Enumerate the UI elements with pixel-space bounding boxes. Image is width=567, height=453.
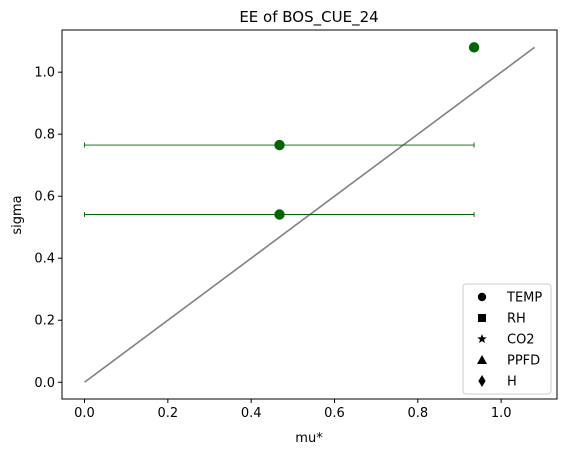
y-tick-label: 0.8 — [34, 128, 55, 143]
legend-marker-diamond — [478, 375, 486, 387]
y-axis: 0.0 0.2 0.4 0.6 0.8 1.0 — [34, 66, 62, 391]
legend-marker-square — [478, 314, 486, 322]
y-tick-label: 0.4 — [34, 252, 55, 267]
x-tick-label: 0.2 — [157, 406, 178, 421]
legend-marker-star — [477, 334, 487, 344]
x-tick-label: 1.0 — [491, 406, 512, 421]
y-tick-label: 0.2 — [34, 314, 55, 329]
legend: TEMP RH CO2 PPFD H — [462, 283, 552, 395]
legend-label: CO2 — [507, 333, 535, 348]
x-tick-label: 0.6 — [324, 406, 345, 421]
data-point — [274, 209, 285, 220]
legend-label: RH — [507, 312, 526, 327]
plot-frame — [61, 29, 558, 400]
y-tick-label: 0.6 — [34, 190, 55, 205]
chart-title: EE of BOS_CUE_24 — [239, 8, 378, 27]
x-tick-label: 0.4 — [241, 406, 262, 421]
x-tick-label: 0.8 — [407, 406, 428, 421]
legend-label: PPFD — [507, 354, 540, 369]
data-point — [468, 42, 480, 53]
x-axis: 0.0 0.2 0.4 0.6 0.8 1.0 — [74, 399, 512, 421]
y-tick-label: 0.0 — [34, 376, 55, 391]
y-axis-label: sigma — [10, 195, 25, 234]
legend-box — [462, 283, 552, 395]
plot-area — [84, 42, 535, 383]
legend-marker-circle — [477, 292, 487, 302]
data-point — [274, 139, 285, 151]
x-axis-label: mu* — [295, 431, 323, 446]
legend-label: H — [507, 375, 517, 390]
x-tick-label: 0.0 — [74, 406, 95, 421]
y-tick-label: 1.0 — [34, 66, 55, 81]
legend-label: TEMP — [506, 291, 542, 306]
legend-marker-triangle — [477, 355, 487, 364]
